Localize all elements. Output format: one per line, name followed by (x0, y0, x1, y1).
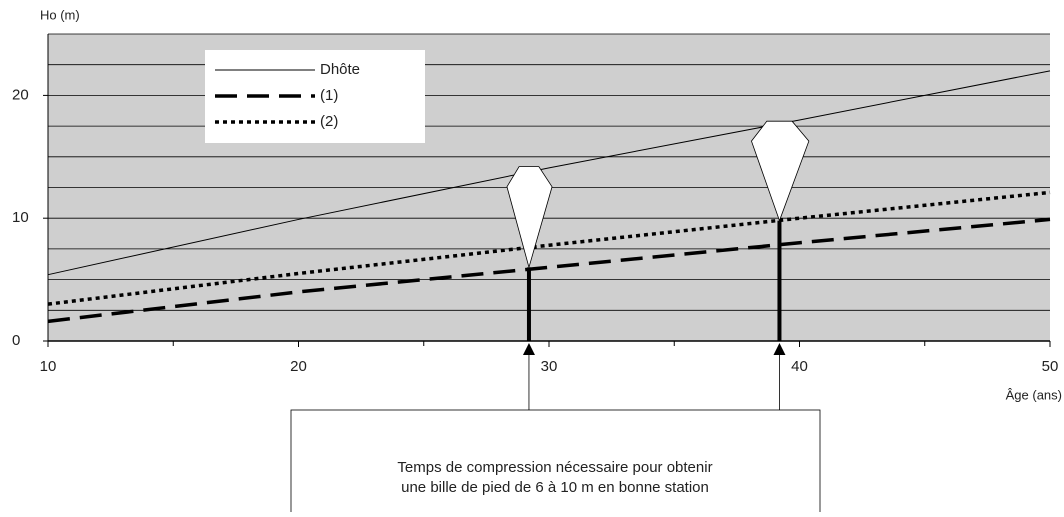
y-tick-label: 20 (12, 86, 29, 103)
legend-label: (1) (320, 87, 338, 104)
series-line (47, 70, 1051, 276)
y-tick-label: 0 (12, 332, 20, 349)
annotation-text: une bille de pied de 6 à 10 m en bonne s… (401, 479, 709, 496)
arrow-head (522, 343, 535, 355)
annotation-text: Temps de compression nécessaire pour obt… (397, 459, 712, 476)
x-axis-label: Âge (ans) (1006, 387, 1062, 402)
x-tick-label: 40 (791, 358, 808, 375)
series-line (47, 190, 1051, 306)
crown (506, 166, 553, 269)
x-tick-label: 30 (541, 358, 558, 375)
arrow-head (773, 343, 786, 355)
y-tick-label: 10 (12, 209, 29, 226)
x-tick-label: 10 (40, 358, 57, 375)
x-tick-label: 50 (1042, 358, 1059, 375)
x-tick-label: 20 (290, 358, 307, 375)
annotation-box (290, 409, 821, 517)
y-axis-label: Ho (m) (40, 7, 80, 22)
series-line (47, 217, 1051, 324)
crown (751, 120, 810, 222)
legend-label: Dhôte (320, 61, 360, 78)
legend-label: (2) (320, 113, 338, 130)
